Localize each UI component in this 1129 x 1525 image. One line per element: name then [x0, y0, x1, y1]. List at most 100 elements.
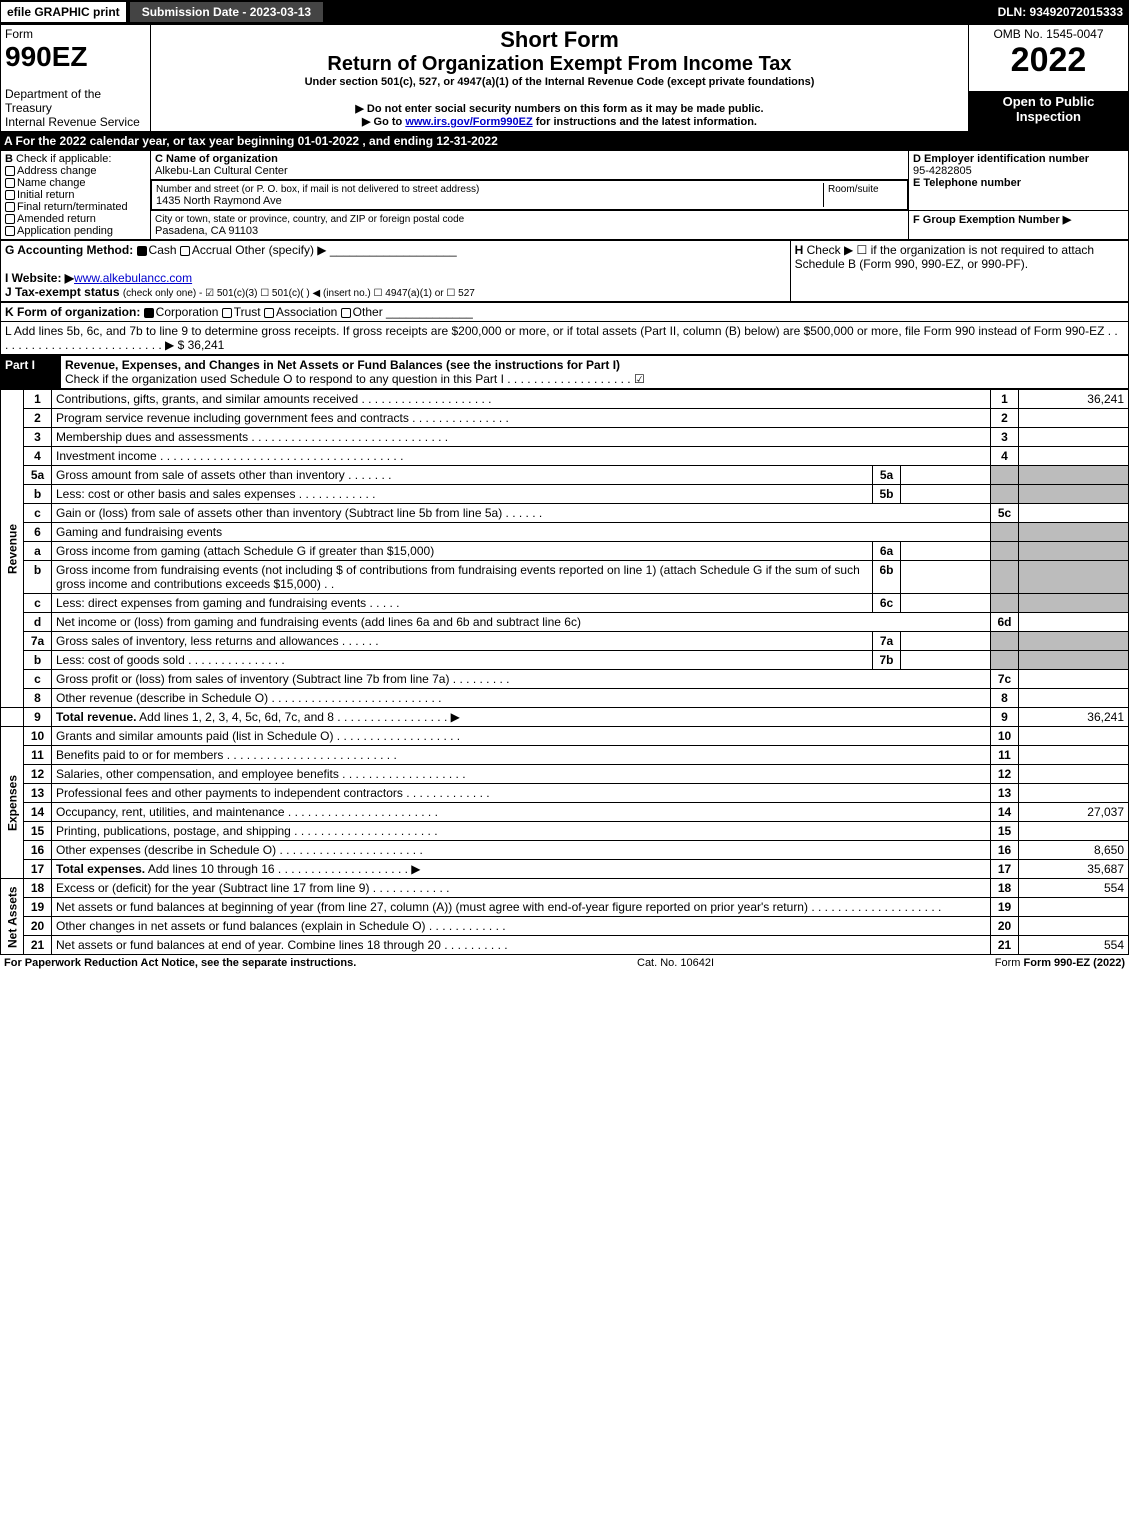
line-amt-7a [1019, 632, 1129, 651]
line-amt-5c [1019, 504, 1129, 523]
line-text-3: Membership dues and assessments . . . . … [52, 428, 991, 447]
section-c-street: Number and street (or P. O. box, if mail… [151, 180, 908, 210]
line-num-7b: b [24, 651, 52, 670]
line-text-5c: Gain or (loss) from sale of assets other… [52, 504, 991, 523]
f-label: F Group Exemption Number ▶ [913, 214, 1071, 226]
line-ref-2: 2 [991, 409, 1019, 428]
line-amt-5b [1019, 485, 1129, 504]
line-amt-2 [1019, 409, 1129, 428]
other-org-checkbox[interactable] [341, 308, 351, 318]
line-midamt-5b [901, 485, 991, 504]
line-text-6: Gaming and fundraising events [52, 523, 991, 542]
app-pending-checkbox[interactable] [5, 226, 15, 236]
line-mid-5b: 5b [873, 485, 901, 504]
omb-number: OMB No. 1545-0047 [993, 27, 1103, 41]
line-amt-17: 35,687 [1019, 860, 1129, 879]
cat-no: Cat. No. 10642I [637, 957, 714, 969]
section-label-revenue: Revenue [1, 390, 24, 708]
line-ref-17: 17 [991, 860, 1019, 879]
line-midamt-6c [901, 594, 991, 613]
line-amt-7c [1019, 670, 1129, 689]
ssn-warning: ▶ Do not enter social security numbers o… [155, 102, 964, 115]
section-label-net assets: Net Assets [1, 879, 24, 955]
line-amt-6c [1019, 594, 1129, 613]
name-change-checkbox[interactable] [5, 178, 15, 188]
goto-post: for instructions and the latest informat… [533, 116, 757, 128]
line-mid-6a: 6a [873, 542, 901, 561]
room-label: Room/suite [828, 184, 879, 195]
line-amt-11 [1019, 746, 1129, 765]
line-amt-9: 36,241 [1019, 708, 1129, 727]
line-amt-10 [1019, 727, 1129, 746]
section-f: F Group Exemption Number ▶ [909, 211, 1129, 240]
final-return-checkbox[interactable] [5, 202, 15, 212]
j-label: J Tax-exempt status [5, 285, 120, 299]
open-inspection: Open to Public Inspection [969, 91, 1129, 131]
form-word: Form [5, 27, 33, 41]
line-ref-6d: 6d [991, 613, 1019, 632]
line-text-12: Salaries, other compensation, and employ… [52, 765, 991, 784]
amended-return-label: Amended return [17, 213, 96, 225]
header-center: Short Form Return of Organization Exempt… [151, 25, 969, 132]
assoc-checkbox[interactable] [264, 308, 274, 318]
line-text-5b: Less: cost or other basis and sales expe… [52, 485, 873, 504]
line-text-13: Professional fees and other payments to … [52, 784, 991, 803]
line-ref-20: 20 [991, 917, 1019, 936]
line-ref-12: 12 [991, 765, 1019, 784]
line-ref-1: 1 [991, 390, 1019, 409]
short-form: Short Form [155, 27, 964, 53]
line-num-13: 13 [24, 784, 52, 803]
form-ref-bold: Form 990-EZ (2022) [1024, 957, 1125, 969]
line-ref-19: 19 [991, 898, 1019, 917]
line-amt-18: 554 [1019, 879, 1129, 898]
line-text-19: Net assets or fund balances at beginning… [52, 898, 991, 917]
submission-date: Submission Date - 2023-03-13 [129, 1, 324, 23]
line-ref-9: 9 [991, 708, 1019, 727]
accrual-checkbox[interactable] [180, 246, 190, 256]
goto-pre: ▶ Go to [362, 116, 405, 128]
j-options: (check only one) - ☑ 501(c)(3) ☐ 501(c)(… [123, 288, 475, 299]
line-num-14: 14 [24, 803, 52, 822]
line-text-1: Contributions, gifts, grants, and simila… [52, 390, 991, 409]
under-section: Under section 501(c), 527, or 4947(a)(1)… [155, 76, 964, 88]
line-amt-4 [1019, 447, 1129, 466]
initial-return-label: Initial return [17, 189, 74, 201]
amended-return-checkbox[interactable] [5, 214, 15, 224]
part-i-header: Part I Revenue, Expenses, and Changes in… [0, 355, 1129, 389]
line-amt-1: 36,241 [1019, 390, 1129, 409]
efile-print-button[interactable]: efile GRAPHIC print [0, 1, 127, 23]
line-ref-5b [991, 485, 1019, 504]
line-ref-6b [991, 561, 1019, 594]
website-link[interactable]: www.alkebulancc.com [74, 271, 192, 285]
corp-checkbox[interactable] [144, 308, 154, 318]
line-num-18: 18 [24, 879, 52, 898]
line-text-14: Occupancy, rent, utilities, and maintena… [52, 803, 991, 822]
initial-return-checkbox[interactable] [5, 190, 15, 200]
line-ref-5a [991, 466, 1019, 485]
line-text-5a: Gross amount from sale of assets other t… [52, 466, 873, 485]
pra-notice: For Paperwork Reduction Act Notice, see … [4, 957, 356, 969]
trust-checkbox[interactable] [222, 308, 232, 318]
tax-year: 2022 [1011, 41, 1087, 79]
line-ref-15: 15 [991, 822, 1019, 841]
cash-checkbox[interactable] [137, 246, 147, 256]
line-amt-6 [1019, 523, 1129, 542]
line-num-11: 11 [24, 746, 52, 765]
irs-link[interactable]: www.irs.gov/Form990EZ [405, 116, 532, 128]
trust-label: Trust [234, 305, 261, 319]
line-ref-6a [991, 542, 1019, 561]
part-i-title-cell: Revenue, Expenses, and Changes in Net As… [61, 356, 1129, 389]
line-amt-6d [1019, 613, 1129, 632]
line-ref-16: 16 [991, 841, 1019, 860]
addr-change-checkbox[interactable] [5, 166, 15, 176]
form-id-cell: Form 990EZ Department of the Treasury In… [1, 25, 151, 132]
line-num-4: 4 [24, 447, 52, 466]
part-i-label: Part I [1, 356, 61, 389]
line-mid-6b: 6b [873, 561, 901, 594]
line-text-7c: Gross profit or (loss) from sales of inv… [52, 670, 991, 689]
g-h-table: G Accounting Method: Cash Accrual Other … [0, 240, 1129, 302]
line-num-9: 9 [24, 708, 52, 727]
form-ref: Form Form 990-EZ (2022) [995, 957, 1125, 969]
k-l-table: K Form of organization: Corporation Trus… [0, 302, 1129, 355]
section-g: G Accounting Method: Cash Accrual Other … [1, 241, 791, 302]
